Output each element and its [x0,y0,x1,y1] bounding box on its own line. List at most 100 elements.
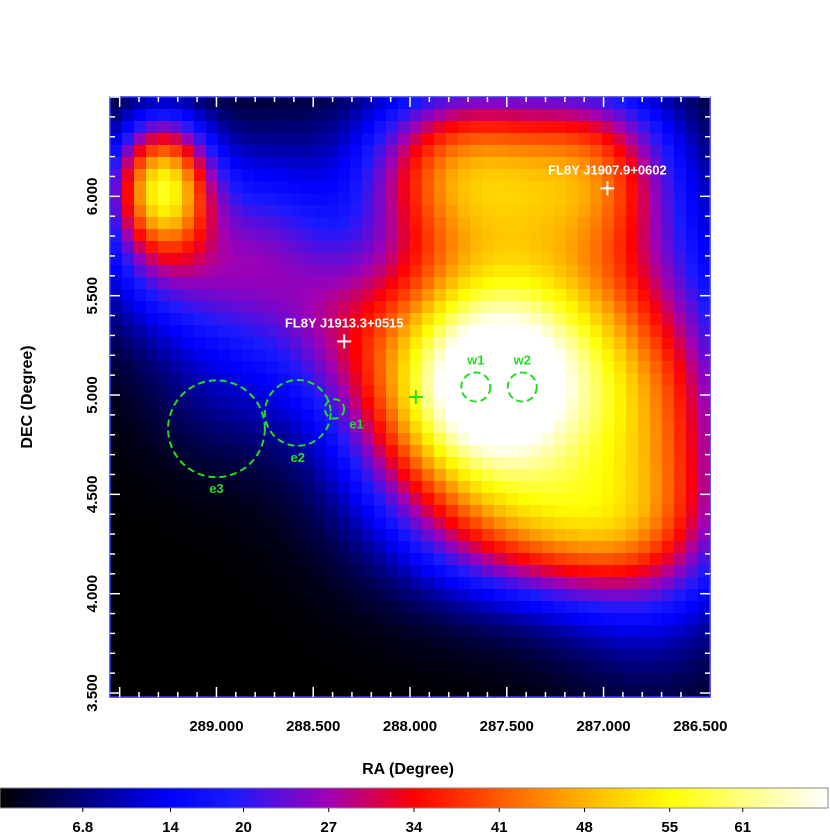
heatmap-cell [554,565,567,578]
heatmap-cell [446,529,459,542]
heatmap-cell [326,229,339,242]
heatmap-cell [614,157,627,170]
heatmap-cell [638,469,651,482]
heatmap-cell [614,337,627,350]
heatmap-cell [302,289,315,302]
heatmap-cell [362,277,375,290]
heatmap-cell [614,553,627,566]
heatmap-cell [674,241,687,254]
heatmap-cell [410,625,423,638]
heatmap-cell [362,577,375,590]
heatmap-cell [134,637,147,650]
heatmap-cell [110,301,123,314]
heatmap-cell [326,541,339,554]
heatmap-cell [314,637,327,650]
heatmap-cell [182,217,195,230]
heatmap-cell [470,649,483,662]
heatmap-cell [386,193,399,206]
heatmap-cell [362,541,375,554]
heatmap-cell [398,229,411,242]
heatmap-cell [674,601,687,614]
heatmap-cell [362,217,375,230]
heatmap-cell [614,217,627,230]
heatmap-cell [338,505,351,518]
heatmap-cell [386,529,399,542]
heatmap-cell [626,265,639,278]
heatmap-cell [422,493,435,506]
heatmap-cell [494,193,507,206]
heatmap-cell [110,409,123,422]
heatmap-cell [494,493,507,506]
heatmap-cell [254,565,267,578]
heatmap-cell [290,613,303,626]
heatmap-cell [218,649,231,662]
heatmap-cell [170,133,183,146]
heatmap-cell [350,505,363,518]
heatmap-cell [194,97,207,110]
heatmap-cell [170,577,183,590]
heatmap-cell [206,553,219,566]
heatmap-cell [542,673,555,686]
heatmap-cell [602,361,615,374]
region-circle-e3 [167,379,266,479]
heatmap-cell [626,133,639,146]
heatmap-cell [206,313,219,326]
heatmap-cell [542,649,555,662]
heatmap-cell [134,457,147,470]
heatmap-cell [242,205,255,218]
heatmap-cell [686,649,699,662]
heatmap-cell [686,361,699,374]
heatmap-cell [410,253,423,266]
heatmap-cell [686,637,699,650]
heatmap-cell [170,505,183,518]
heatmap-cell [650,313,663,326]
region-label-w1: w1 [466,353,484,368]
heatmap-cell [278,673,291,686]
heatmap-cell [158,229,171,242]
heatmap-cell [650,649,663,662]
heatmap-cell [386,313,399,326]
heatmap-cell [494,505,507,518]
heatmap-cell [578,589,591,602]
heatmap-cell [278,373,291,386]
heatmap-cell [134,397,147,410]
heatmap-cell [326,637,339,650]
heatmap-cell [362,409,375,422]
heatmap-cell [194,409,207,422]
heatmap-cell [218,145,231,158]
heatmap-cell [362,289,375,302]
heatmap-cell [242,265,255,278]
heatmap-cell [674,505,687,518]
heatmap-cell [698,325,711,338]
heatmap-cell [230,625,243,638]
heatmap-cell [530,133,543,146]
heatmap-cell [674,277,687,290]
heatmap-cell [266,241,279,254]
heatmap-cell [458,157,471,170]
heatmap-cell [518,373,531,386]
heatmap-cell [146,121,159,134]
heatmap-cell [470,301,483,314]
heatmap-cell [650,421,663,434]
heatmap-cell [698,493,711,506]
heatmap-cell [278,241,291,254]
heatmap-cell [362,337,375,350]
heatmap-cell [206,265,219,278]
heatmap-cell [326,577,339,590]
heatmap-cell [662,493,675,506]
heatmap-cell [110,541,123,554]
heatmap-cell [650,661,663,674]
heatmap-cell [434,457,447,470]
heatmap-cell [542,661,555,674]
heatmap-cell [602,193,615,206]
heatmap-cell [698,361,711,374]
heatmap-cell [674,385,687,398]
heatmap-cell [122,409,135,422]
heatmap-cell [458,565,471,578]
heatmap-cell [614,205,627,218]
heatmap-cell [434,445,447,458]
heatmap-cell [146,325,159,338]
heatmap-cell [374,601,387,614]
heatmap-cell [350,337,363,350]
heatmap-cell [362,385,375,398]
